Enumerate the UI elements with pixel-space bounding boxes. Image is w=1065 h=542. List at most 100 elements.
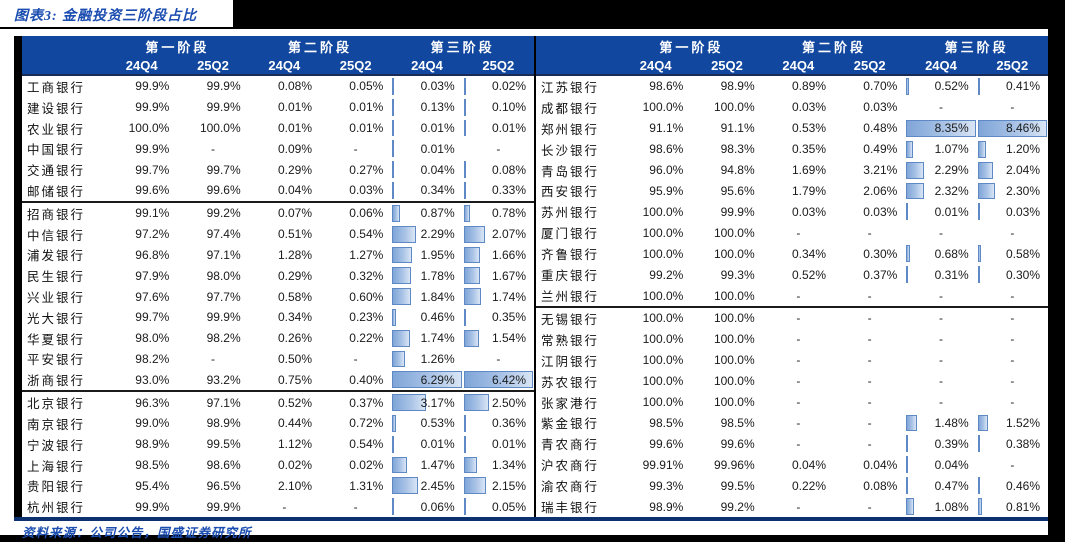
data-bar <box>392 288 412 305</box>
table-row: 紫金银行 98.5% 98.5% - - 1.48% 1.52% <box>536 413 1048 434</box>
value-cell: 97.1% <box>177 245 248 266</box>
value-cell: 95.4% <box>106 475 177 496</box>
value-text: 0.34% <box>277 310 312 325</box>
value-cell: 0.52% <box>905 76 976 97</box>
value-cell: 100.0% <box>691 371 762 392</box>
value-text: 0.32% <box>349 268 384 283</box>
value-text: - <box>210 141 215 156</box>
value-text: - <box>867 436 872 451</box>
value-cell: 99.0% <box>106 413 177 434</box>
value-cell: 98.9% <box>106 434 177 455</box>
stage-header-row: 第一阶段 第二阶段 第三阶段 <box>22 36 534 56</box>
value-cell: 0.08% <box>249 76 320 97</box>
value-cell: 99.3% <box>691 264 762 285</box>
data-bar <box>463 477 486 495</box>
value-cell: 99.1% <box>106 203 177 224</box>
value-cell: 91.1% <box>691 118 762 139</box>
value-cell: - <box>763 496 834 517</box>
value-cell: 95.9% <box>620 181 691 202</box>
value-text: 0.22% <box>349 331 384 346</box>
value-cell: 0.81% <box>977 496 1048 517</box>
value-text: 99.2% <box>206 206 241 221</box>
table-row: 中国银行 99.9% - 0.09% - 0.01% - <box>22 138 534 159</box>
value-cell: - <box>905 97 976 118</box>
value-text: 0.46% <box>1005 478 1040 493</box>
stage-header-cell: 第三阶段 <box>430 39 495 55</box>
value-cell: - <box>763 433 834 454</box>
value-cell: 0.01% <box>463 118 534 139</box>
value-text: 0.51% <box>277 227 312 242</box>
value-cell: 0.89% <box>763 76 834 97</box>
value-cell: 100.0% <box>620 285 691 306</box>
value-text: 0.02% <box>277 458 312 473</box>
bank-name-cell: 郑州银行 <box>541 122 600 137</box>
data-bar <box>977 266 980 284</box>
value-cell: - <box>834 496 905 517</box>
value-text: 100.0% <box>713 395 755 410</box>
value-cell: 0.53% <box>391 413 462 434</box>
value-text: 0.41% <box>1005 79 1040 94</box>
value-text: 99.7% <box>135 310 170 325</box>
bank-name-cell: 杭州银行 <box>27 501 86 516</box>
value-cell: 99.5% <box>177 434 248 455</box>
value-cell: 100.0% <box>691 350 762 371</box>
data-bar <box>977 119 1047 137</box>
value-cell: 100.0% <box>106 118 177 139</box>
value-cell: 2.29% <box>905 160 976 181</box>
value-cell: 96.3% <box>106 392 177 413</box>
bank-name-cell: 青农商行 <box>541 438 600 453</box>
value-cell: 0.03% <box>834 201 905 222</box>
table-row: 张家港行 100.0% 100.0% - - - - <box>536 392 1048 413</box>
value-text: 100.0% <box>713 246 755 261</box>
data-bar <box>906 456 909 474</box>
data-bar <box>977 245 981 263</box>
table-row: 青农商行 99.6% 99.6% - - 0.39% 0.38% <box>536 433 1048 454</box>
value-text: 1.26% <box>420 351 455 366</box>
value-cell: 0.22% <box>763 475 834 496</box>
value-cell: 2.29% <box>391 224 462 245</box>
table-row: 成都银行 100.0% 100.0% 0.03% 0.03% - - <box>536 97 1048 118</box>
value-cell: 99.9% <box>177 76 248 97</box>
value-text: 99.3% <box>649 478 684 493</box>
value-cell: - <box>834 285 905 306</box>
table-row: 沪农商行 99.91% 99.96% 0.04% 0.04% 0.04% - <box>536 454 1048 475</box>
table-header: 第一阶段 第二阶段 第三阶段 24Q4 25Q2 24Q4 25Q2 24Q4 25Q2 <box>536 36 1048 76</box>
value-cell: 1.26% <box>391 349 462 370</box>
value-text: 0.81% <box>1005 499 1040 514</box>
table-row: 南京银行 99.0% 98.9% 0.44% 0.72% 0.53% 0.36% <box>22 413 534 434</box>
value-text: 93.0% <box>135 372 170 387</box>
value-cell: 99.9% <box>106 138 177 159</box>
value-cell: - <box>834 329 905 350</box>
table-row: 邮储银行 99.6% 99.6% 0.04% 0.03% 0.34% 0.33% <box>22 180 534 203</box>
table-row: 杭州银行 99.9% 99.9% - - 0.06% 0.05% <box>22 496 534 517</box>
value-text: - <box>867 311 872 326</box>
value-cell: 0.01% <box>320 97 391 118</box>
value-cell: - <box>977 371 1048 392</box>
value-text: 1.31% <box>349 478 384 493</box>
value-text: - <box>938 100 943 115</box>
value-text: 96.5% <box>206 478 241 493</box>
value-cell: 1.54% <box>463 328 534 349</box>
value-text: 99.5% <box>720 478 755 493</box>
value-text: 100.0% <box>713 374 755 389</box>
data-bar <box>392 371 462 389</box>
value-cell: 0.02% <box>320 455 391 476</box>
bank-name-cell: 民生银行 <box>27 270 86 285</box>
value-cell: 99.96% <box>691 454 762 475</box>
data-bar <box>463 308 466 326</box>
value-text: 8.46% <box>1005 121 1040 136</box>
value-text: 0.03% <box>791 204 826 219</box>
value-cell: 0.39% <box>905 433 976 454</box>
value-text: 1.20% <box>1005 142 1040 157</box>
bank-name-cell: 常熟银行 <box>541 333 600 348</box>
value-text: 6.42% <box>491 372 526 387</box>
value-text: 0.08% <box>277 79 312 94</box>
value-cell: 97.4% <box>177 224 248 245</box>
data-bar <box>906 161 924 179</box>
value-cell: - <box>905 308 976 329</box>
value-cell: 0.34% <box>763 243 834 264</box>
value-text: 99.96% <box>713 457 755 472</box>
value-text: 0.47% <box>934 478 969 493</box>
value-text: 0.02% <box>491 79 526 94</box>
value-text: 100.0% <box>642 374 684 389</box>
